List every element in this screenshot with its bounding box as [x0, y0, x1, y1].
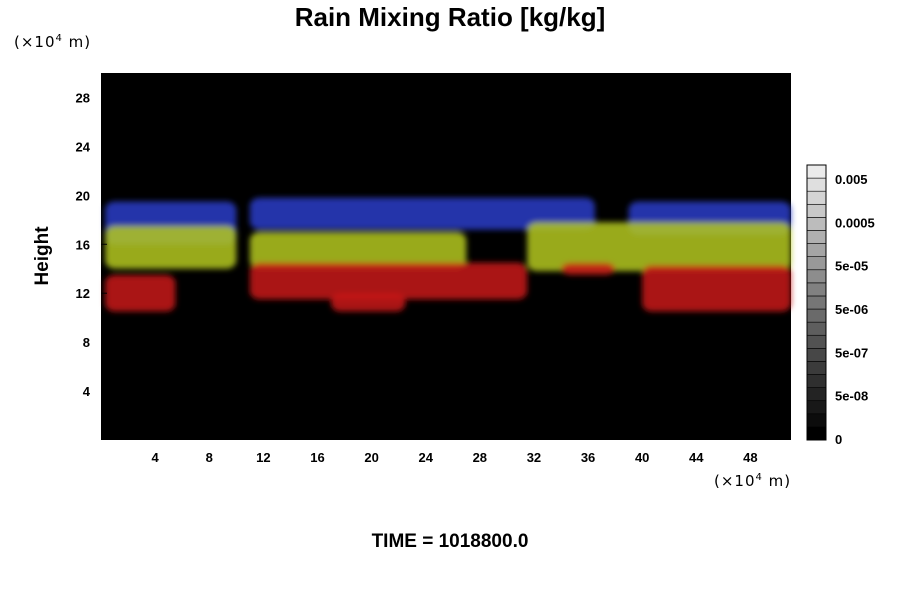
colorbar-step	[806, 282, 827, 297]
x-tick-label: 16	[310, 450, 324, 465]
colorbar-label: 5e-06	[835, 302, 868, 317]
y-unit-label: (×104 m)	[14, 33, 92, 51]
colorbar-step	[806, 348, 827, 362]
y-ticks: 4 8 12 16 20 24 28	[76, 90, 107, 399]
colorbar-step	[806, 230, 827, 244]
x-ticks: 4 8 12 16 20 24 28 32 36 40 44 48	[152, 434, 758, 465]
colorbar-step	[806, 269, 827, 284]
colorbar-step	[806, 164, 827, 179]
heatmap-region-lower	[105, 274, 176, 312]
heatmap-region-upper	[249, 197, 595, 230]
colorbar-label: 5e-08	[835, 389, 868, 404]
colorbar-label: 5e-05	[835, 259, 868, 274]
colorbar-step	[806, 190, 827, 205]
y-tick-label: 20	[76, 188, 90, 203]
x-tick-label: 32	[527, 450, 541, 465]
heatmap-region-middle	[249, 232, 467, 269]
colorbar-step	[806, 413, 827, 428]
y-tick-label: 12	[76, 286, 90, 301]
x-tick-label: 12	[256, 450, 270, 465]
colorbar-step	[806, 400, 827, 415]
colorbar-label: 0.005	[835, 172, 868, 187]
heatmap-region-middle	[105, 225, 237, 269]
y-tick-label: 28	[76, 90, 90, 105]
chart-title: Rain Mixing Ratio [kg/kg]	[294, 2, 606, 32]
y-tick-label: 24	[76, 139, 91, 154]
colorbar-step	[806, 308, 827, 323]
time-label: TIME = 1018800.0	[371, 531, 529, 552]
colorbar-step	[806, 217, 827, 231]
colorbar-step	[806, 321, 827, 336]
x-tick-label: 48	[743, 450, 757, 465]
colorbar-step	[806, 361, 827, 375]
colorbar-label: 0	[835, 432, 842, 447]
heatmap-region-lower	[249, 262, 528, 300]
colorbar-step	[806, 243, 827, 257]
colorbar-label: 0.0005	[835, 215, 875, 230]
colorbar-step	[806, 426, 827, 441]
x-tick-label: 24	[418, 450, 433, 465]
colorbar-step	[806, 203, 827, 218]
colorbar-step	[806, 387, 827, 402]
colorbar-step	[806, 374, 827, 388]
heatmap-region-lower	[331, 293, 406, 312]
heatmap-region-middle	[527, 222, 791, 272]
y-tick-label: 16	[76, 237, 90, 252]
x-tick-label: 28	[473, 450, 487, 465]
x-tick-label: 36	[581, 450, 595, 465]
heatmap-region-lower	[642, 265, 791, 312]
colorbar-frame	[806, 164, 827, 441]
x-unit-label: (×104 m)	[714, 472, 792, 490]
x-tick-label: 44	[689, 450, 704, 465]
y-tick-label: 4	[83, 384, 91, 399]
colorbar: 0.005 0.0005 5e-05 5e-06 5e-07 5e-08 0	[806, 164, 875, 447]
colorbar-step	[806, 334, 827, 349]
colorbar-label: 5e-07	[835, 345, 868, 360]
heatmap-regions	[105, 197, 791, 312]
x-tick-label: 8	[206, 450, 213, 465]
colorbar-step	[806, 177, 827, 192]
colorbar-step	[806, 256, 827, 271]
x-tick-label: 40	[635, 450, 649, 465]
y-tick-label: 8	[83, 335, 90, 350]
x-tick-label: 20	[364, 450, 378, 465]
x-tick-label: 4	[152, 450, 160, 465]
heatmap-region-lower	[561, 262, 616, 275]
colorbar-step	[806, 295, 827, 310]
